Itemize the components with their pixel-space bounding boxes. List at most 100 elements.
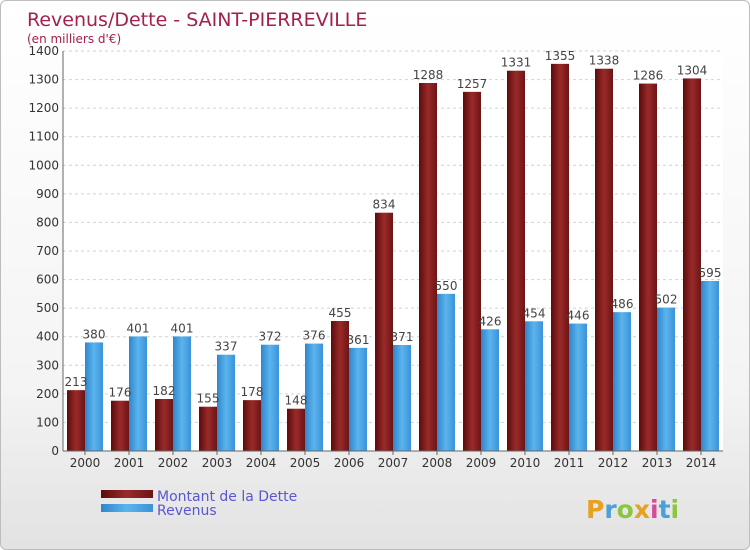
data-label-debt: 213	[65, 375, 88, 389]
x-tick-label: 2013	[642, 456, 673, 470]
data-label-debt: 1355	[545, 49, 576, 63]
y-tick-label: 800	[36, 215, 59, 229]
bar-debt	[199, 406, 217, 451]
x-tick-label: 2007	[378, 456, 409, 470]
data-label-debt: 1288	[413, 68, 444, 82]
proxiti-logo: Proxiti	[586, 495, 679, 524]
bar-revenus	[173, 336, 191, 451]
bar-revenus	[261, 344, 279, 451]
data-label-revenus: 380	[83, 327, 106, 341]
x-tick-label: 2012	[598, 456, 629, 470]
data-label-debt: 1286	[633, 69, 664, 83]
data-label-revenus: 502	[655, 293, 678, 307]
data-label-revenus: 454	[523, 306, 546, 320]
bar-debt	[67, 390, 85, 451]
bar-revenus	[349, 347, 367, 451]
y-tick-label: 200	[36, 387, 59, 401]
data-label-revenus: 401	[171, 321, 194, 335]
bar-revenus	[657, 307, 675, 451]
y-tick-label: 100	[36, 415, 59, 429]
data-label-revenus: 446	[567, 309, 590, 323]
data-label-debt: 148	[285, 394, 308, 408]
bar-debt	[155, 399, 173, 451]
legend-swatch-debt	[101, 490, 153, 498]
bar-revenus	[569, 323, 587, 451]
bar-debt	[287, 408, 305, 451]
bar-debt	[111, 400, 129, 451]
bar-revenus	[129, 336, 147, 451]
data-label-revenus: 595	[699, 266, 722, 280]
x-tick-label: 2011	[554, 456, 585, 470]
bar-revenus	[217, 354, 235, 451]
bars	[67, 63, 719, 452]
x-tick-label: 2006	[334, 456, 365, 470]
bar-debt	[595, 68, 613, 451]
chart-title: Revenus/Dette - SAINT-PIERREVILLE	[27, 9, 367, 31]
y-tick-label: 400	[36, 330, 59, 344]
data-label-debt: 1331	[501, 56, 532, 70]
y-tick-label: 1100	[28, 130, 59, 144]
data-label-debt: 1338	[589, 54, 620, 68]
axes: 0 100 200 300 400 500 600 700 800 900 1000 1100 1200…	[28, 44, 723, 470]
bar-revenus	[393, 345, 411, 451]
x-tick-label: 2000	[70, 456, 101, 470]
bar-debt	[551, 63, 569, 451]
data-label-revenus: 401	[127, 321, 150, 335]
bar-revenus	[437, 293, 455, 451]
x-tick-label: 2005	[290, 456, 321, 470]
data-label-revenus: 371	[391, 330, 414, 344]
bar-debt	[463, 91, 481, 451]
data-label-revenus: 550	[435, 279, 458, 293]
bar-revenus	[305, 343, 323, 451]
data-label-debt: 834	[373, 198, 396, 212]
y-tick-label: 900	[36, 187, 59, 201]
bar-debt	[507, 70, 525, 451]
x-tick-label: 2001	[114, 456, 145, 470]
y-tick-label: 700	[36, 244, 59, 258]
data-label-revenus: 337	[215, 340, 238, 354]
y-tick-label: 1300	[28, 73, 59, 87]
data-label-revenus: 426	[479, 314, 502, 328]
legend-label-revenus: Revenus	[157, 503, 217, 519]
data-label-debt: 155	[197, 392, 220, 406]
y-tick-label: 1200	[28, 101, 59, 115]
legend-label-debt: Montant de la Dette	[157, 489, 297, 505]
bar-debt	[331, 321, 349, 451]
x-tick-label: 2014	[686, 456, 717, 470]
logo-text: Proxiti	[586, 495, 679, 524]
legend: Montant de la Dette Revenus	[101, 489, 297, 519]
bar-debt	[375, 212, 393, 451]
data-label-debt: 178	[241, 385, 264, 399]
data-label-revenus: 376	[303, 329, 326, 343]
y-tick-label: 1400	[28, 44, 59, 58]
bar-revenus	[85, 342, 103, 451]
legend-swatch-revenus	[101, 504, 153, 512]
data-label-revenus: 486	[611, 297, 634, 311]
bar-revenus	[481, 329, 499, 451]
bar-debt	[243, 400, 261, 451]
y-tick-label: 600	[36, 273, 59, 287]
data-label-debt: 1257	[457, 77, 488, 91]
data-label-debt: 1304	[677, 63, 708, 77]
x-tick-label: 2002	[158, 456, 189, 470]
x-tick-label: 2009	[466, 456, 497, 470]
x-tick-label: 2004	[246, 456, 277, 470]
bar-revenus	[701, 281, 719, 451]
bar-debt	[683, 78, 701, 451]
bar-revenus	[525, 321, 543, 451]
chart-subtitle: (en milliers d'€)	[27, 32, 121, 46]
bar-debt	[639, 83, 657, 452]
x-tick-label: 2008	[422, 456, 453, 470]
data-label-debt: 176	[109, 386, 132, 400]
data-label-revenus: 372	[259, 330, 282, 344]
data-label-debt: 455	[329, 306, 352, 320]
y-tick-label: 300	[36, 358, 59, 372]
bar-revenus	[613, 312, 631, 451]
y-tick-label: 500	[36, 301, 59, 315]
x-tick-label: 2003	[202, 456, 233, 470]
data-label-revenus: 361	[347, 333, 370, 347]
y-tick-label: 0	[51, 444, 59, 458]
